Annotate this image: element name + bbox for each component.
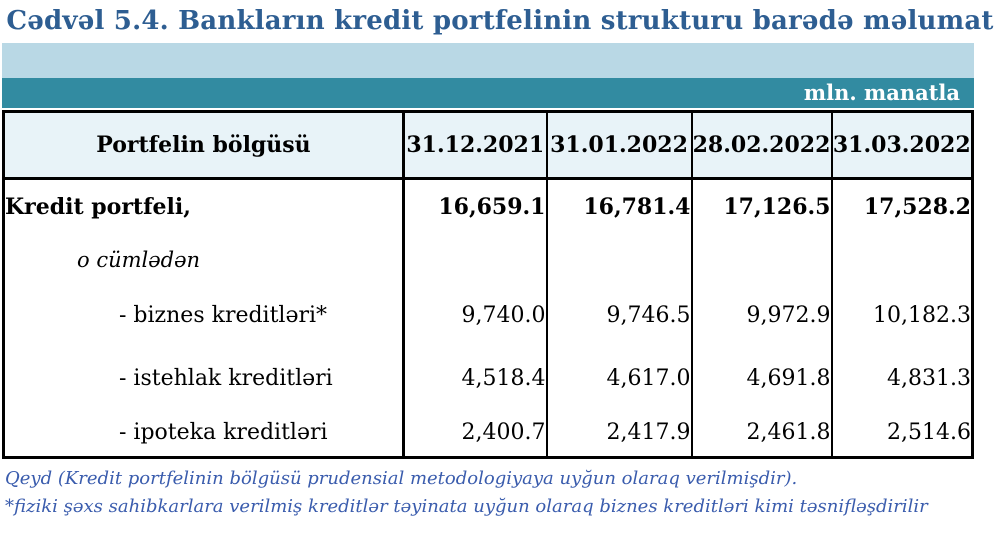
table-row: - ipoteka kreditləri 2,400.7 2,417.9 2,4… <box>2 409 974 458</box>
value-cell: 4,617.0 <box>545 346 693 410</box>
value-cell: 2,400.7 <box>402 409 548 458</box>
value-cell <box>545 234 693 285</box>
value-cell: 17,528.2 <box>830 178 974 235</box>
header-cell-portfolio-breakdown: Portfelin bölgüsü <box>2 111 405 180</box>
value-cell: 9,972.9 <box>690 284 833 347</box>
value-cell: 16,781.4 <box>545 178 693 235</box>
value-cell: 2,461.8 <box>690 409 833 458</box>
value-cell: 17,126.5 <box>690 178 833 235</box>
header-band-light <box>2 43 974 78</box>
value-cell <box>830 234 974 285</box>
table-row: o cümlədən <box>2 234 974 285</box>
header-band-teal: mln. manatla <box>2 78 974 108</box>
header-cell-date-2: 31.01.2022 <box>545 111 693 180</box>
row-label: - ipoteka kreditləri <box>2 409 405 458</box>
value-cell: 4,691.8 <box>690 346 833 410</box>
table-header-row: Portfelin bölgüsü 31.12.2021 31.01.2022 … <box>2 111 974 180</box>
footnote-methodology: Qeyd (Kredit portfelinin bölgüsü prudens… <box>5 468 798 489</box>
header-cell-date-1: 31.12.2021 <box>402 111 548 180</box>
row-label: - biznes kreditləri* <box>2 284 405 347</box>
table-row: - biznes kreditləri* 9,740.0 9,746.5 9,9… <box>2 284 974 347</box>
value-cell <box>690 234 833 285</box>
page-title: Cədvəl 5.4. Bankların kredit portfelinin… <box>6 6 994 36</box>
value-cell: 16,659.1 <box>402 178 548 235</box>
row-label: - istehlak kreditləri <box>2 346 405 410</box>
value-cell: 2,514.6 <box>830 409 974 458</box>
value-cell: 4,518.4 <box>402 346 548 410</box>
value-cell: 9,740.0 <box>402 284 548 347</box>
value-cell: 10,182.3 <box>830 284 974 347</box>
row-label: Kredit portfeli, <box>2 178 405 235</box>
table-row: Kredit portfeli, 16,659.1 16,781.4 17,12… <box>2 178 974 235</box>
unit-label: mln. manatla <box>803 80 960 105</box>
table-row: - istehlak kreditləri 4,518.4 4,617.0 4,… <box>2 346 974 410</box>
header-cell-date-3: 28.02.2022 <box>690 111 833 180</box>
value-cell: 2,417.9 <box>545 409 693 458</box>
value-cell <box>402 234 548 285</box>
footnote-asterisk: *fiziki şəxs sahibkarlara verilmiş kredi… <box>5 496 928 517</box>
table-wrap: Portfelin bölgüsü 31.12.2021 31.01.2022 … <box>2 110 974 459</box>
header-cell-date-4: 31.03.2022 <box>830 111 974 180</box>
value-cell: 9,746.5 <box>545 284 693 347</box>
portfolio-table: Portfelin bölgüsü 31.12.2021 31.01.2022 … <box>2 110 974 459</box>
row-label: o cümlədən <box>2 234 405 285</box>
value-cell: 4,831.3 <box>830 346 974 410</box>
